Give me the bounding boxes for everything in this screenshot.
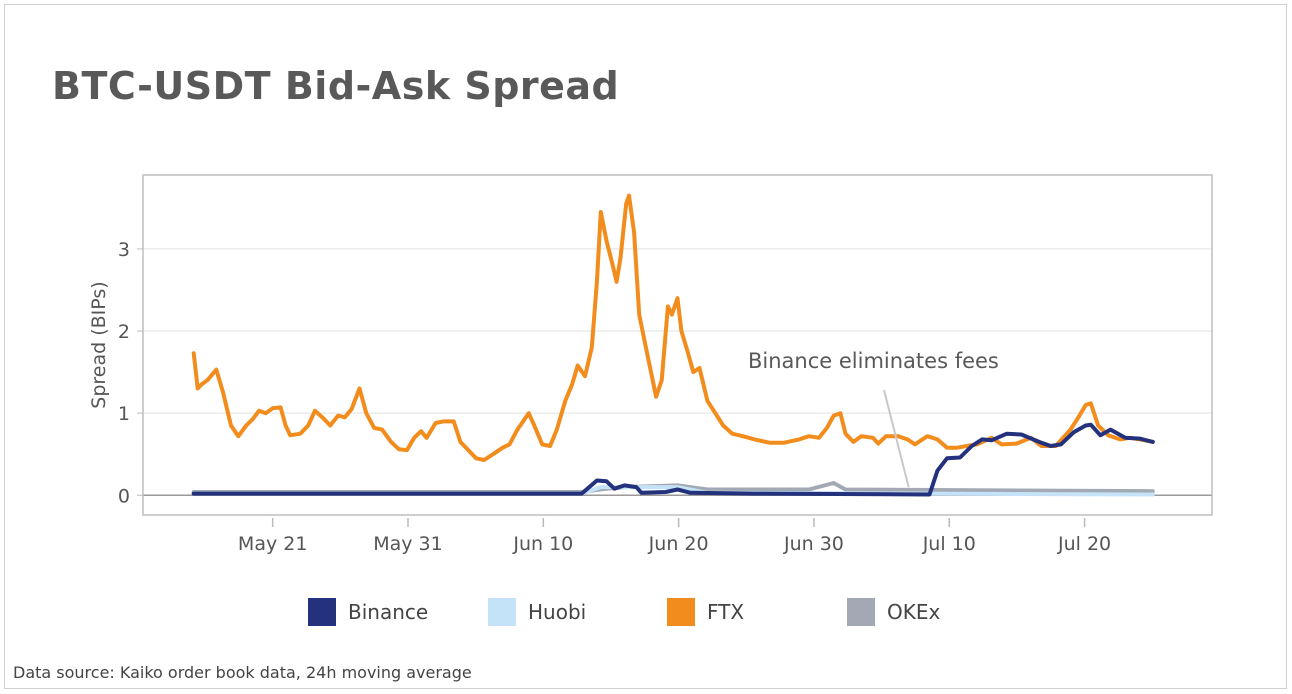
legend-swatch-binance — [308, 598, 336, 626]
x-tick-label: Jun 30 — [783, 533, 844, 555]
legend-swatch-okex — [847, 598, 875, 626]
legend-swatch-ftx — [667, 598, 695, 626]
y-tick-label: 1 — [118, 403, 130, 425]
x-tick-label: Jun 10 — [512, 533, 573, 555]
y-axis-label: Spread (BIPs) — [88, 281, 110, 408]
legend: Binance Huobi FTX OKEx — [0, 598, 1292, 628]
legend-label: OKEx — [887, 600, 941, 624]
x-tick-label: May 31 — [373, 533, 443, 555]
data-source-note: Data source: Kaiko order book data, 24h … — [13, 663, 472, 682]
annotation-leader-line — [883, 389, 910, 488]
series-lines — [191, 193, 1155, 497]
annotation-text: Binance eliminates fees — [748, 349, 999, 373]
series-line-ftx — [191, 193, 1155, 462]
y-tick-label: 3 — [118, 239, 130, 261]
legend-item-okex[interactable]: OKEx — [847, 598, 940, 626]
x-tick-label: Jul 10 — [922, 533, 976, 555]
series-line-binance — [191, 422, 1155, 497]
legend-item-binance[interactable]: Binance — [308, 598, 428, 626]
gridlines — [143, 248, 1212, 497]
axes: 0 1 2 3 May 21 May 31 Jun 10 Jun 20 Jun 30 Jul 10… — [118, 239, 1111, 555]
chart-title: BTC-USDT Bid-Ask Spread — [52, 64, 620, 108]
legend-label: Binance — [348, 600, 429, 624]
x-tick-label: May 21 — [238, 533, 308, 555]
plot-area — [142, 174, 1213, 516]
chart-frame — [4, 4, 1287, 689]
annotation: Binance eliminates fees — [748, 349, 999, 488]
legend-swatch-huobi — [488, 598, 516, 626]
y-tick-label: 0 — [118, 485, 130, 507]
x-tick-label: Jul 20 — [1057, 533, 1111, 555]
legend-label: FTX — [707, 600, 745, 624]
y-tick-label: 2 — [118, 321, 130, 343]
x-tick-label: Jun 20 — [648, 533, 709, 555]
legend-item-huobi[interactable]: Huobi — [488, 598, 586, 626]
legend-item-ftx[interactable]: FTX — [667, 598, 744, 626]
legend-label: Huobi — [528, 600, 587, 624]
